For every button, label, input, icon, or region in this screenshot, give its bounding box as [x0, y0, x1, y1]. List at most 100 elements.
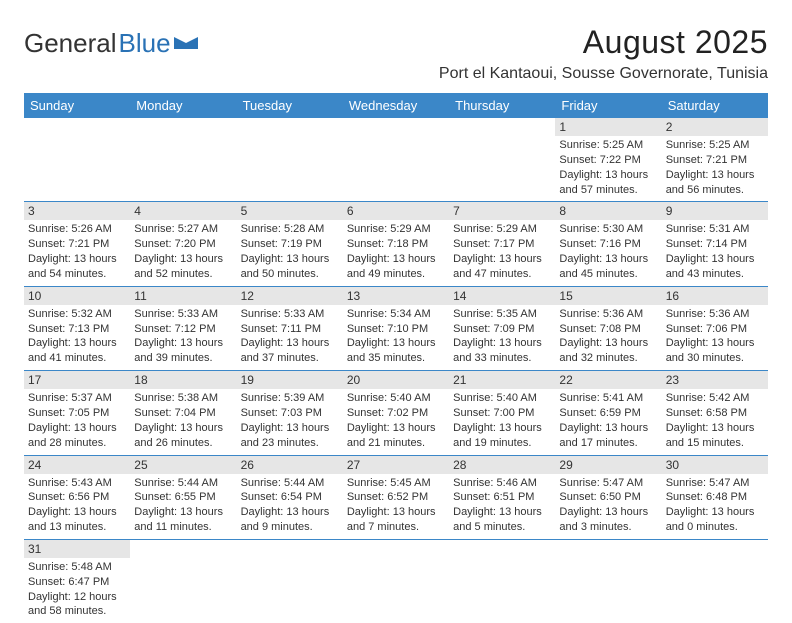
daylight-text: Daylight: 13 hours and 13 minutes.	[28, 505, 126, 535]
daylight-text: Daylight: 13 hours and 35 minutes.	[347, 336, 445, 366]
day-number: 22	[555, 371, 661, 389]
daylight-text: Daylight: 13 hours and 56 minutes.	[666, 168, 764, 198]
sunset-text: Sunset: 7:21 PM	[28, 237, 126, 252]
calendar-day: 3Sunrise: 5:26 AMSunset: 7:21 PMDaylight…	[24, 202, 130, 285]
day-number: 11	[130, 287, 236, 305]
calendar-day: 18 Sunrise: 5:38 AMSunset: 7:04 PMDayligh…	[130, 371, 236, 454]
daylight-text: Daylight: 13 hours and 19 minutes.	[453, 421, 551, 451]
daylight-text: Daylight: 13 hours and 32 minutes.	[559, 336, 657, 366]
calendar-day: 11 Sunrise: 5:33 AMSunset: 7:12 PMDayligh…	[130, 287, 236, 370]
day-number: 19	[237, 371, 343, 389]
title-block: August 2025 Port el Kantaoui, Sousse Gov…	[439, 24, 768, 83]
day-number: 15	[555, 287, 661, 305]
sunset-text: Sunset: 7:08 PM	[559, 322, 657, 337]
sunset-text: Sunset: 7:00 PM	[453, 406, 551, 421]
day-info: Sunrise: 5:42 AMSunset: 6:58 PMDaylight:…	[666, 391, 764, 450]
calendar-day: 12Sunrise: 5:33 AMSunset: 7:11 PMDayligh…	[237, 287, 343, 370]
day-info: Sunrise: 5:29 AMSunset: 7:18 PMDaylight:…	[347, 222, 445, 281]
day-info: Sunrise: 5:43 AMSunset: 6:56 PMDaylight:…	[28, 476, 126, 535]
sunset-text: Sunset: 7:18 PM	[347, 237, 445, 252]
day-info: Sunrise: 5:35 AMSunset: 7:09 PMDaylight:…	[453, 307, 551, 366]
day-number: 18	[130, 371, 236, 389]
header-area: General Blue August 2025 Port el Kantaou…	[24, 24, 768, 83]
calendar-day: 2Sunrise: 5:25 AMSunset: 7:21 PMDaylight…	[662, 118, 768, 201]
day-number: 31	[24, 540, 130, 558]
calendar-day: 4Sunrise: 5:27 AMSunset: 7:20 PMDaylight…	[130, 202, 236, 285]
day-number: 30	[662, 456, 768, 474]
daylight-text: Daylight: 13 hours and 11 minutes.	[134, 505, 232, 535]
day-info: Sunrise: 5:31 AMSunset: 7:14 PMDaylight:…	[666, 222, 764, 281]
day-info: Sunrise: 5:32 AMSunset: 7:13 PMDaylight:…	[28, 307, 126, 366]
calendar-day: 5Sunrise: 5:28 AMSunset: 7:19 PMDaylight…	[237, 202, 343, 285]
page-title: August 2025	[439, 24, 768, 61]
calendar-week: 24Sunrise: 5:43 AMSunset: 6:56 PMDayligh…	[24, 456, 768, 540]
sunrise-text: Sunrise: 5:44 AM	[241, 476, 339, 491]
sunrise-text: Sunrise: 5:39 AM	[241, 391, 339, 406]
sunrise-text: Sunrise: 5:48 AM	[28, 560, 126, 575]
daylight-text: Daylight: 13 hours and 15 minutes.	[666, 421, 764, 451]
sunrise-text: Sunrise: 5:40 AM	[347, 391, 445, 406]
day-info: Sunrise: 5:33 AMSunset: 7:12 PMDaylight:…	[134, 307, 232, 366]
calendar-day: 21Sunrise: 5:40 AMSunset: 7:00 PMDayligh…	[449, 371, 555, 454]
day-header: Friday	[555, 93, 661, 118]
calendar-day-empty: .	[449, 118, 555, 201]
calendar-day: 30Sunrise: 5:47 AMSunset: 6:48 PMDayligh…	[662, 456, 768, 539]
calendar-body: .....1Sunrise: 5:25 AMSunset: 7:22 PMDay…	[24, 118, 768, 623]
sunrise-text: Sunrise: 5:25 AM	[559, 138, 657, 153]
sunrise-text: Sunrise: 5:43 AM	[28, 476, 126, 491]
day-info: Sunrise: 5:28 AMSunset: 7:19 PMDaylight:…	[241, 222, 339, 281]
day-header: Monday	[130, 93, 236, 118]
sunset-text: Sunset: 7:21 PM	[666, 153, 764, 168]
daylight-text: Daylight: 13 hours and 21 minutes.	[347, 421, 445, 451]
day-info: Sunrise: 5:38 AMSunset: 7:04 PMDaylight:…	[134, 391, 232, 450]
calendar-day-empty: .	[449, 540, 555, 623]
day-number: 6	[343, 202, 449, 220]
day-info: Sunrise: 5:25 AMSunset: 7:21 PMDaylight:…	[666, 138, 764, 197]
sunset-text: Sunset: 7:04 PM	[134, 406, 232, 421]
day-number: 17	[24, 371, 130, 389]
day-number: 27	[343, 456, 449, 474]
daylight-text: Daylight: 13 hours and 7 minutes.	[347, 505, 445, 535]
calendar-day: 14Sunrise: 5:35 AMSunset: 7:09 PMDayligh…	[449, 287, 555, 370]
sunset-text: Sunset: 6:56 PM	[28, 490, 126, 505]
calendar-day: 28Sunrise: 5:46 AMSunset: 6:51 PMDayligh…	[449, 456, 555, 539]
day-number: 8	[555, 202, 661, 220]
day-number: 21	[449, 371, 555, 389]
sunset-text: Sunset: 7:09 PM	[453, 322, 551, 337]
day-number: 16	[662, 287, 768, 305]
calendar-day: 8Sunrise: 5:30 AMSunset: 7:16 PMDaylight…	[555, 202, 661, 285]
calendar-day: 6 Sunrise: 5:29 AMSunset: 7:18 PMDaylight…	[343, 202, 449, 285]
daylight-text: Daylight: 13 hours and 33 minutes.	[453, 336, 551, 366]
brand-part1: General	[24, 28, 117, 59]
daylight-text: Daylight: 13 hours and 17 minutes.	[559, 421, 657, 451]
sunrise-text: Sunrise: 5:26 AM	[28, 222, 126, 237]
sunrise-text: Sunrise: 5:47 AM	[666, 476, 764, 491]
day-header: Tuesday	[237, 93, 343, 118]
sunrise-text: Sunrise: 5:29 AM	[453, 222, 551, 237]
sunset-text: Sunset: 6:55 PM	[134, 490, 232, 505]
day-header: Wednesday	[343, 93, 449, 118]
daylight-text: Daylight: 13 hours and 37 minutes.	[241, 336, 339, 366]
day-header: Thursday	[449, 93, 555, 118]
sunrise-text: Sunrise: 5:32 AM	[28, 307, 126, 322]
sunset-text: Sunset: 7:03 PM	[241, 406, 339, 421]
calendar-day-empty: .	[130, 118, 236, 201]
daylight-text: Daylight: 13 hours and 57 minutes.	[559, 168, 657, 198]
sunset-text: Sunset: 7:17 PM	[453, 237, 551, 252]
calendar-week: 3Sunrise: 5:26 AMSunset: 7:21 PMDaylight…	[24, 202, 768, 286]
day-info: Sunrise: 5:33 AMSunset: 7:11 PMDaylight:…	[241, 307, 339, 366]
calendar-day-empty: .	[662, 540, 768, 623]
calendar-day: 13Sunrise: 5:34 AMSunset: 7:10 PMDayligh…	[343, 287, 449, 370]
calendar-day: 15Sunrise: 5:36 AMSunset: 7:08 PMDayligh…	[555, 287, 661, 370]
day-number: 26	[237, 456, 343, 474]
daylight-text: Daylight: 12 hours and 58 minutes.	[28, 590, 126, 620]
calendar-week: 31Sunrise: 5:48 AMSunset: 6:47 PMDayligh…	[24, 540, 768, 623]
sunset-text: Sunset: 7:02 PM	[347, 406, 445, 421]
calendar-day: 1Sunrise: 5:25 AMSunset: 7:22 PMDaylight…	[555, 118, 661, 201]
sunset-text: Sunset: 6:54 PM	[241, 490, 339, 505]
calendar-day: 27Sunrise: 5:45 AMSunset: 6:52 PMDayligh…	[343, 456, 449, 539]
sunset-text: Sunset: 6:51 PM	[453, 490, 551, 505]
calendar-day: 24Sunrise: 5:43 AMSunset: 6:56 PMDayligh…	[24, 456, 130, 539]
daylight-text: Daylight: 13 hours and 39 minutes.	[134, 336, 232, 366]
day-number: 20	[343, 371, 449, 389]
